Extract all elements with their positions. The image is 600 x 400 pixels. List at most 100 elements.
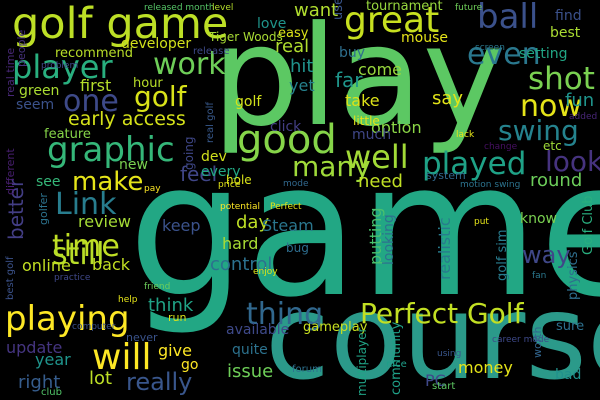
- word-one: one: [63, 84, 119, 119]
- word-start: start: [432, 381, 456, 392]
- word-physics: physics: [566, 251, 581, 301]
- word-little: little: [353, 114, 380, 128]
- word-take: take: [345, 91, 380, 110]
- word-time: time: [52, 229, 120, 264]
- word-great: great: [344, 0, 440, 41]
- word-want: want: [294, 0, 339, 21]
- word-potential: potential: [220, 202, 261, 212]
- word-multiplayer: multiplayer: [355, 327, 369, 396]
- word-review: review: [78, 212, 131, 231]
- word-different: different: [4, 148, 17, 195]
- word-right: right: [18, 372, 61, 393]
- word-keep: keep: [162, 216, 201, 235]
- word-computer: computer: [72, 322, 116, 332]
- word-using: using: [437, 349, 462, 359]
- word-people: people: [15, 29, 28, 67]
- word-quite: quite: [232, 342, 268, 358]
- word-released-month: released month: [144, 3, 215, 13]
- word-see: see: [36, 174, 61, 190]
- word-sure: sure: [556, 319, 585, 334]
- word-golf: golf: [134, 80, 187, 113]
- word-good: good: [237, 117, 337, 163]
- word-price: price: [218, 180, 241, 190]
- word-first: first: [80, 76, 112, 95]
- word-seem: seem: [16, 97, 55, 113]
- word-thing: thing: [246, 297, 324, 332]
- word-bad: bad: [555, 367, 582, 383]
- word-back: back: [92, 255, 131, 274]
- word-change: change: [484, 142, 518, 152]
- word-golf-sim: golf sim: [495, 229, 510, 281]
- word-system: system: [426, 169, 466, 182]
- word-year: year: [35, 350, 71, 369]
- word-club: club: [41, 387, 62, 398]
- word-real-golf: real golf: [205, 102, 216, 143]
- word-graphic: graphic: [47, 130, 175, 170]
- word-golfer: golfer: [37, 193, 50, 225]
- word-day: day: [236, 212, 270, 233]
- word-golf-club: Golf Club: [581, 195, 596, 255]
- word-mouse: mouse: [401, 30, 448, 46]
- word-tournament: tournament: [366, 0, 443, 14]
- word-early-access: early access: [68, 108, 186, 130]
- word-new: new: [119, 157, 148, 173]
- word-real: real: [275, 36, 310, 57]
- word-run: run: [168, 311, 187, 324]
- word-far: far: [335, 68, 363, 92]
- word-green: green: [19, 83, 60, 99]
- word-swing: swing: [498, 114, 579, 147]
- word-easy: easy: [278, 26, 309, 41]
- word-setting: setting: [519, 46, 568, 62]
- word-know: know: [520, 211, 557, 227]
- word-gameplay: gameplay: [303, 320, 368, 335]
- word-buy: buy: [339, 45, 366, 61]
- word-update: update: [6, 338, 63, 357]
- word-hour: hour: [133, 76, 163, 91]
- word-find: find: [555, 8, 582, 24]
- word-best-golf: best golf: [5, 256, 16, 300]
- word-future: future: [455, 3, 483, 13]
- word-realistic: realistic: [435, 217, 454, 280]
- word-etc: etc: [543, 139, 562, 153]
- word-perfect-golf: Perfect Golf: [360, 297, 524, 330]
- word-lack: lack: [456, 130, 475, 140]
- word-release: release: [193, 46, 230, 57]
- word-need: need: [358, 171, 403, 192]
- word-course: course: [265, 268, 600, 400]
- word-yet: yet: [289, 76, 315, 95]
- word-pc: PC: [425, 371, 446, 390]
- word-shot: shot: [528, 61, 595, 97]
- word-help: help: [118, 295, 138, 305]
- word-perfect: Perfect: [270, 202, 302, 212]
- word-available: available: [226, 322, 290, 338]
- word-go: go: [181, 357, 199, 373]
- word-put: put: [474, 217, 489, 227]
- word-link: Link: [55, 187, 117, 222]
- word-ball: ball: [477, 0, 539, 37]
- word-hole: hole: [226, 173, 252, 187]
- word-now: now: [520, 89, 582, 124]
- word-make: make: [72, 167, 144, 197]
- word-play: play: [212, 0, 505, 157]
- word-going: going: [182, 136, 196, 170]
- word-bug: bug: [286, 241, 309, 255]
- word-best: best: [550, 25, 581, 41]
- word-love: love: [257, 16, 287, 32]
- word-online: online: [22, 256, 71, 275]
- word-fun: fun: [565, 90, 595, 111]
- word-click: click: [270, 119, 302, 135]
- word-recommend: recommend: [55, 46, 133, 61]
- word-enjoy: enjoy: [253, 267, 278, 277]
- word-hard: hard: [222, 234, 259, 253]
- word-round: round: [530, 170, 583, 191]
- word-steam: Steam: [262, 216, 314, 235]
- word-look: look: [545, 145, 600, 178]
- word-give: give: [158, 341, 192, 360]
- word-option: option: [371, 118, 422, 137]
- word-dev: dev: [201, 149, 227, 165]
- word-work: work: [153, 47, 226, 82]
- word-played: played: [422, 146, 527, 182]
- word-looking: looking: [381, 214, 397, 265]
- word-playing: playing: [5, 299, 130, 339]
